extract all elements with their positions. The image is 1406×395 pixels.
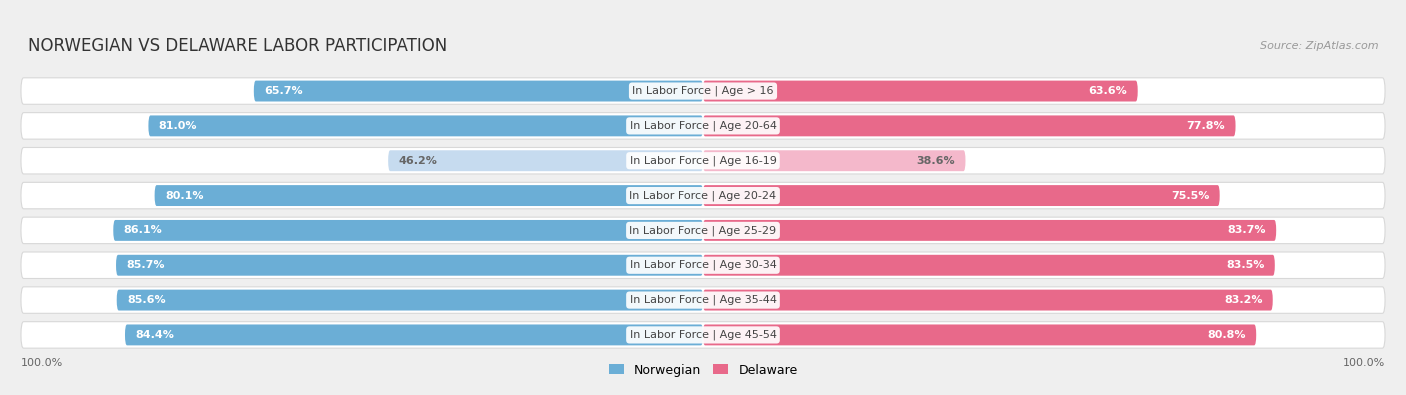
- FancyBboxPatch shape: [21, 147, 1385, 174]
- Text: 81.0%: 81.0%: [159, 121, 197, 131]
- Text: In Labor Force | Age 16-19: In Labor Force | Age 16-19: [630, 156, 776, 166]
- FancyBboxPatch shape: [117, 255, 703, 276]
- FancyBboxPatch shape: [21, 182, 1385, 209]
- Text: 83.7%: 83.7%: [1227, 226, 1265, 235]
- Text: 100.0%: 100.0%: [21, 358, 63, 368]
- FancyBboxPatch shape: [114, 220, 703, 241]
- Text: In Labor Force | Age > 16: In Labor Force | Age > 16: [633, 86, 773, 96]
- FancyBboxPatch shape: [21, 322, 1385, 348]
- Text: 83.5%: 83.5%: [1226, 260, 1264, 270]
- Text: 85.7%: 85.7%: [127, 260, 165, 270]
- Legend: Norwegian, Delaware: Norwegian, Delaware: [603, 359, 803, 382]
- Text: 86.1%: 86.1%: [124, 226, 162, 235]
- FancyBboxPatch shape: [125, 324, 703, 345]
- FancyBboxPatch shape: [703, 150, 966, 171]
- Text: 75.5%: 75.5%: [1171, 190, 1209, 201]
- FancyBboxPatch shape: [21, 287, 1385, 313]
- FancyBboxPatch shape: [254, 81, 703, 102]
- FancyBboxPatch shape: [155, 185, 703, 206]
- FancyBboxPatch shape: [388, 150, 703, 171]
- Text: 46.2%: 46.2%: [398, 156, 437, 166]
- Text: In Labor Force | Age 20-24: In Labor Force | Age 20-24: [630, 190, 776, 201]
- Text: In Labor Force | Age 20-64: In Labor Force | Age 20-64: [630, 120, 776, 131]
- FancyBboxPatch shape: [703, 81, 1137, 102]
- Text: NORWEGIAN VS DELAWARE LABOR PARTICIPATION: NORWEGIAN VS DELAWARE LABOR PARTICIPATIO…: [28, 37, 447, 55]
- Text: 38.6%: 38.6%: [917, 156, 955, 166]
- Text: 80.8%: 80.8%: [1208, 330, 1246, 340]
- Text: In Labor Force | Age 30-34: In Labor Force | Age 30-34: [630, 260, 776, 271]
- FancyBboxPatch shape: [703, 220, 1277, 241]
- FancyBboxPatch shape: [149, 115, 703, 136]
- FancyBboxPatch shape: [21, 78, 1385, 104]
- FancyBboxPatch shape: [21, 217, 1385, 244]
- Text: In Labor Force | Age 35-44: In Labor Force | Age 35-44: [630, 295, 776, 305]
- Text: In Labor Force | Age 25-29: In Labor Force | Age 25-29: [630, 225, 776, 236]
- FancyBboxPatch shape: [117, 290, 703, 310]
- Text: 80.1%: 80.1%: [165, 190, 204, 201]
- Text: 85.6%: 85.6%: [127, 295, 166, 305]
- Text: 65.7%: 65.7%: [264, 86, 302, 96]
- Text: 77.8%: 77.8%: [1187, 121, 1225, 131]
- Text: 63.6%: 63.6%: [1088, 86, 1128, 96]
- Text: 83.2%: 83.2%: [1223, 295, 1263, 305]
- FancyBboxPatch shape: [703, 290, 1272, 310]
- Text: Source: ZipAtlas.com: Source: ZipAtlas.com: [1260, 41, 1378, 51]
- FancyBboxPatch shape: [703, 185, 1220, 206]
- FancyBboxPatch shape: [703, 324, 1256, 345]
- FancyBboxPatch shape: [21, 113, 1385, 139]
- FancyBboxPatch shape: [703, 255, 1275, 276]
- Text: 84.4%: 84.4%: [135, 330, 174, 340]
- Text: In Labor Force | Age 45-54: In Labor Force | Age 45-54: [630, 330, 776, 340]
- FancyBboxPatch shape: [21, 252, 1385, 278]
- FancyBboxPatch shape: [703, 115, 1236, 136]
- Text: 100.0%: 100.0%: [1343, 358, 1385, 368]
